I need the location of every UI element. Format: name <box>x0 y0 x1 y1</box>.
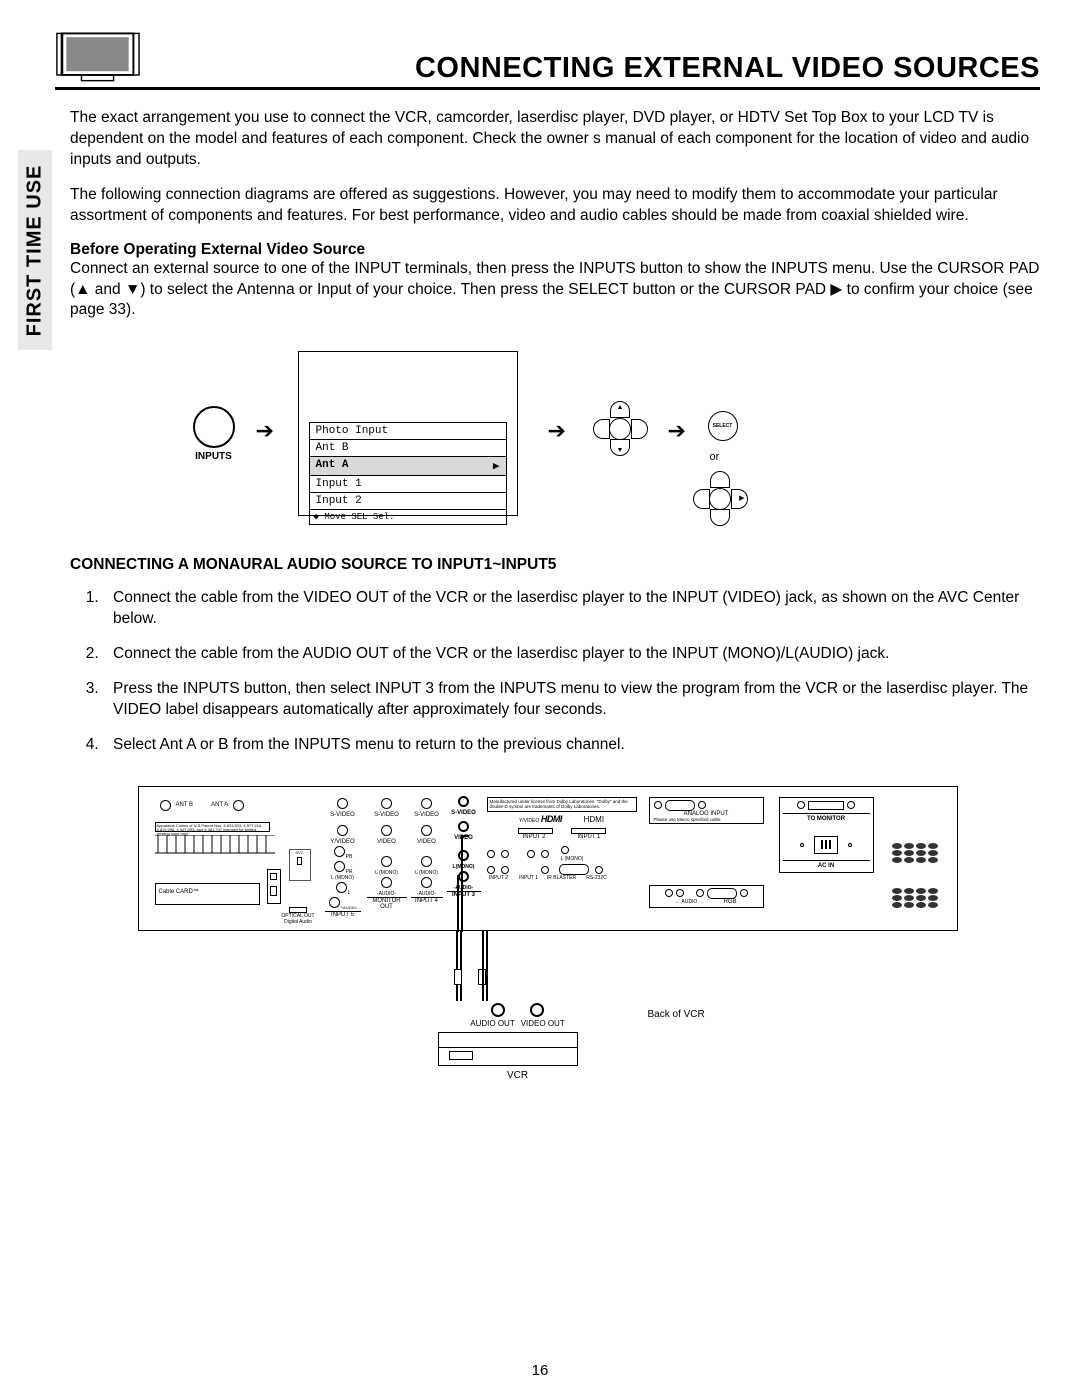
step-item: Press the INPUTS button, then select INP… <box>103 679 1040 721</box>
steps-list: Connect the cable from the VIDEO OUT of … <box>55 588 1040 756</box>
page-number: 16 <box>0 1362 1080 1379</box>
osd-row: Input 2 <box>310 493 506 510</box>
vcr-diagram: AUDIO OUT VIDEO OUT VCR <box>438 1003 598 1081</box>
before-operating-text: Connect an external source to one of the… <box>55 259 1040 322</box>
sidebar-chapter-tab: FIRST TIME USE <box>18 150 52 350</box>
step-item: Connect the cable from the VIDEO OUT of … <box>103 588 1040 630</box>
osd-footer: ◆ Move SEL Sel. <box>310 510 506 524</box>
step-item: Connect the cable from the AUDIO OUT of … <box>103 644 1040 665</box>
tv-icon <box>55 30 140 85</box>
inputs-menu-diagram: INPUTS ➔ Photo Input Ant B Ant A▶ Input … <box>148 351 948 521</box>
osd-screen: Photo Input Ant B Ant A▶ Input 1 Input 2… <box>298 351 518 516</box>
rear-panel-diagram: ANT B ANT A Apparatus Claims of U.S.Pate… <box>138 786 958 1081</box>
select-button-icon: SELECT <box>708 411 738 441</box>
inputs-button-label: INPUTS <box>193 451 235 462</box>
arrow-icon: ➔ <box>548 418 566 444</box>
monaural-heading: CONNECTING A MONAURAL AUDIO SOURCE TO IN… <box>70 556 1040 574</box>
page-header: CONNECTING EXTERNAL VIDEO SOURCES <box>55 30 1040 90</box>
or-label: or <box>710 451 720 463</box>
intro-paragraph-1: The exact arrangement you use to connect… <box>55 108 1040 171</box>
osd-row: Ant B <box>310 440 506 457</box>
before-operating-heading: Before Operating External Video Source <box>55 241 1040 259</box>
back-of-vcr-label: Back of VCR <box>648 1009 705 1020</box>
osd-menu: Photo Input Ant B Ant A▶ Input 1 Input 2… <box>309 422 507 525</box>
vent-icon <box>891 887 943 911</box>
cursor-pad-icon: ▶ <box>693 471 748 526</box>
avc-rear-panel: ANT B ANT A Apparatus Claims of U.S.Pate… <box>138 786 958 931</box>
vent-icon <box>891 842 943 866</box>
page-title: CONNECTING EXTERNAL VIDEO SOURCES <box>160 52 1040 85</box>
vcr-caption: VCR <box>438 1070 598 1081</box>
arrow-icon: ➔ <box>668 418 686 444</box>
intro-paragraph-2: The following connection diagrams are of… <box>55 185 1040 227</box>
arrow-icon: ➔ <box>256 418 274 444</box>
cursor-pad-icon: ▲ ▼ <box>593 401 648 456</box>
osd-row: Input 1 <box>310 476 506 493</box>
step-item: Select Ant A or B from the INPUTS menu t… <box>103 735 1040 756</box>
osd-row-selected: Ant A▶ <box>310 457 506 476</box>
osd-row: Photo Input <box>310 423 506 440</box>
inputs-remote-button: INPUTS <box>193 406 235 462</box>
sidebar-label: FIRST TIME USE <box>24 164 47 336</box>
